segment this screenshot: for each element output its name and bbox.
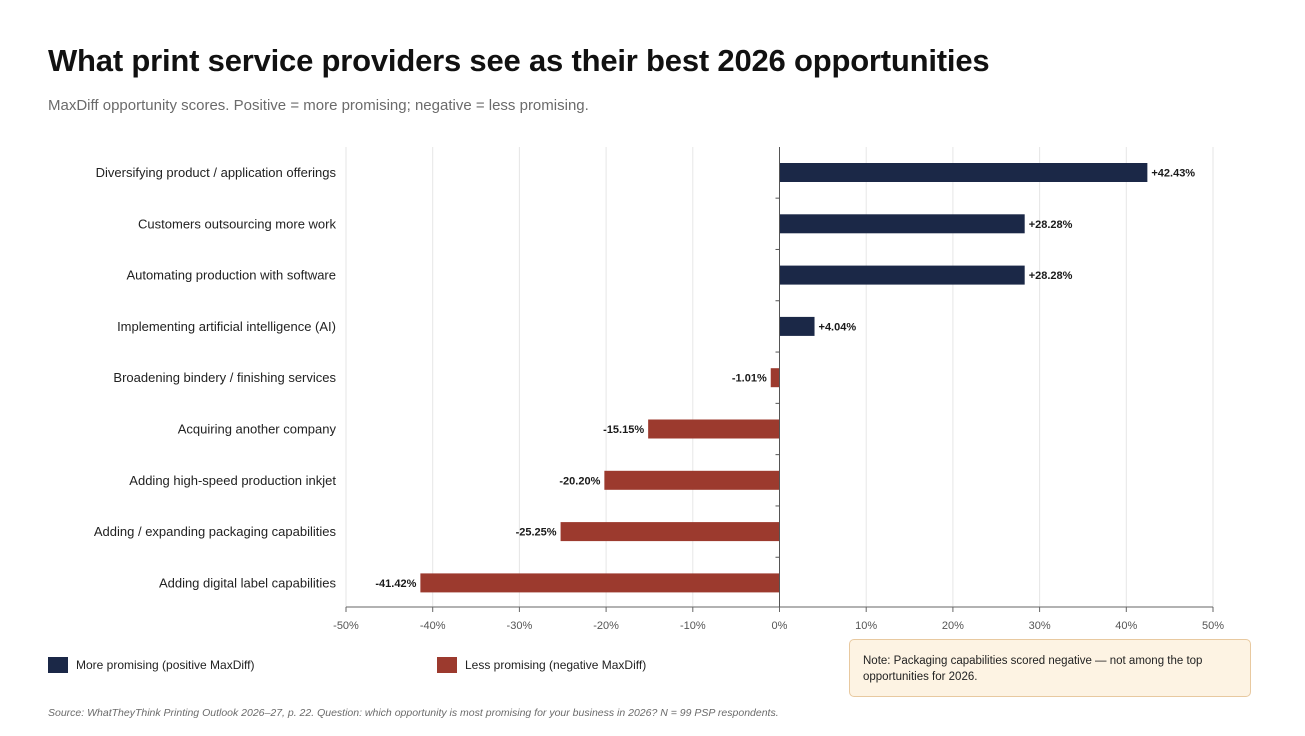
category-label: Automating production with software <box>126 268 336 283</box>
x-tick-label: 40% <box>1115 620 1137 632</box>
bar <box>779 265 1025 285</box>
category-label: Adding digital label capabilities <box>159 575 337 590</box>
legend-label-positive: More promising (positive MaxDiff) <box>76 658 255 672</box>
x-tick-label: -50% <box>333 620 359 632</box>
legend-item-negative: Less promising (negative MaxDiff) <box>437 657 646 673</box>
bar <box>420 573 780 593</box>
note-box: Note: Packaging capabilities scored nega… <box>849 639 1251 697</box>
x-tick-label: 50% <box>1202 620 1224 632</box>
source-note: Source: WhatTheyThink Printing Outlook 2… <box>48 707 779 719</box>
category-label: Adding high-speed production inkjet <box>129 473 336 488</box>
x-tick-label: -10% <box>680 620 706 632</box>
x-tick-label: 10% <box>855 620 877 632</box>
data-label: -41.42% <box>375 578 416 590</box>
data-label: +42.43% <box>1151 168 1195 180</box>
data-label: +28.28% <box>1029 219 1073 231</box>
legend-swatch-positive <box>48 657 68 673</box>
category-label: Adding / expanding packaging capabilitie… <box>94 524 337 539</box>
x-tick-label: -40% <box>420 620 446 632</box>
bars <box>420 163 1148 593</box>
data-label: -25.25% <box>516 527 557 539</box>
bar-chart: -50% -40% -30% -20% -10% 0% 10% 20% 30% 40% 50% +42… <box>94 147 1224 632</box>
chart-title: What print service providers see as thei… <box>48 43 990 78</box>
data-label: +4.04% <box>819 321 857 333</box>
axes <box>345 147 1214 612</box>
x-tick-label: 20% <box>942 620 964 632</box>
category-label: Broadening bindery / finishing services <box>113 370 336 385</box>
bar <box>779 316 815 336</box>
data-label: +28.28% <box>1029 270 1073 282</box>
chart-subtitle: MaxDiff opportunity scores. Positive = m… <box>48 97 589 114</box>
legend-item-positive: More promising (positive MaxDiff) <box>48 657 255 673</box>
legend-label-negative: Less promising (negative MaxDiff) <box>465 658 647 672</box>
bar <box>779 214 1025 234</box>
bar <box>770 368 780 388</box>
bar <box>604 470 780 490</box>
legend-swatch-negative <box>437 657 457 673</box>
data-label: -1.01% <box>732 373 767 385</box>
data-label: -15.15% <box>603 424 644 436</box>
x-tick-label: 30% <box>1029 620 1051 632</box>
labels: -50% -40% -30% -20% -10% 0% 10% 20% 30% 40% 50% +42… <box>94 165 1224 632</box>
category-label: Acquiring another company <box>178 422 337 437</box>
category-label: Implementing artificial intelligence (AI… <box>117 319 336 334</box>
category-label: Customers outsourcing more work <box>138 216 336 231</box>
x-tick-label: 0% <box>772 620 788 632</box>
x-tick-label: -30% <box>507 620 533 632</box>
category-label: Diversifying product / application offer… <box>96 165 337 180</box>
data-label: -20.20% <box>559 475 600 487</box>
bar <box>560 522 780 542</box>
bar <box>648 419 780 439</box>
x-tick-label: -20% <box>593 620 619 632</box>
bar <box>779 163 1148 182</box>
